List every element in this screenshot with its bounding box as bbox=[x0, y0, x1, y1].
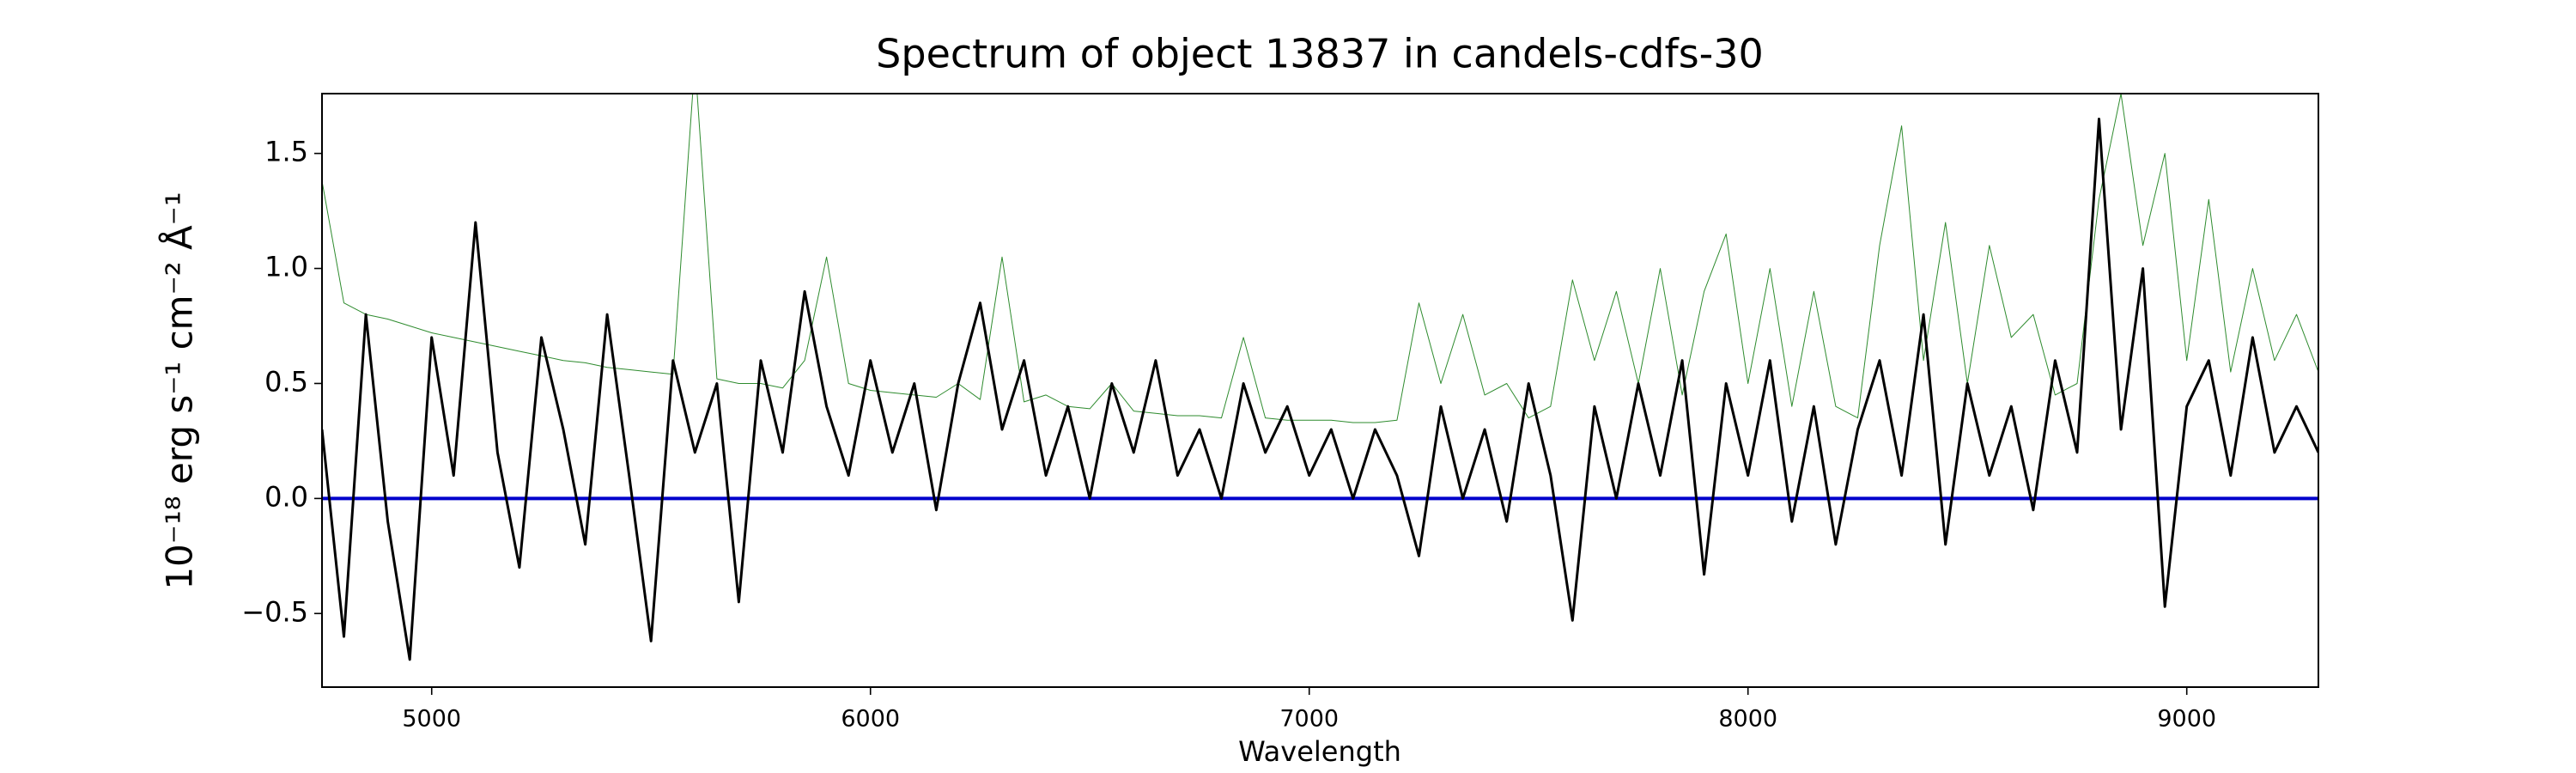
x-tick-label: 7000 bbox=[1279, 706, 1339, 733]
plot-frame bbox=[321, 93, 2319, 688]
y-tick-label: 1.0 bbox=[264, 251, 308, 283]
x-tick-label: 9000 bbox=[2157, 706, 2216, 733]
y-tick-label: 0.0 bbox=[264, 480, 308, 513]
x-tick-label: 6000 bbox=[841, 706, 900, 733]
x-tick-label: 5000 bbox=[402, 706, 461, 733]
y-axis-label: 10⁻¹⁸ erg s⁻¹ cm⁻² Å⁻¹ bbox=[158, 192, 201, 589]
y-tick-label: 0.5 bbox=[264, 365, 308, 398]
chart-title: Spectrum of object 13837 in candels-cdfs… bbox=[876, 31, 1764, 77]
x-tick-label: 8000 bbox=[1718, 706, 1777, 733]
y-tick-label: 1.5 bbox=[264, 136, 308, 168]
y-tick-label: −0.5 bbox=[241, 595, 308, 628]
series-line bbox=[322, 94, 2318, 423]
series-line bbox=[322, 118, 2318, 661]
plot-area bbox=[322, 94, 2318, 661]
x-axis-label: Wavelength bbox=[1238, 735, 1401, 768]
